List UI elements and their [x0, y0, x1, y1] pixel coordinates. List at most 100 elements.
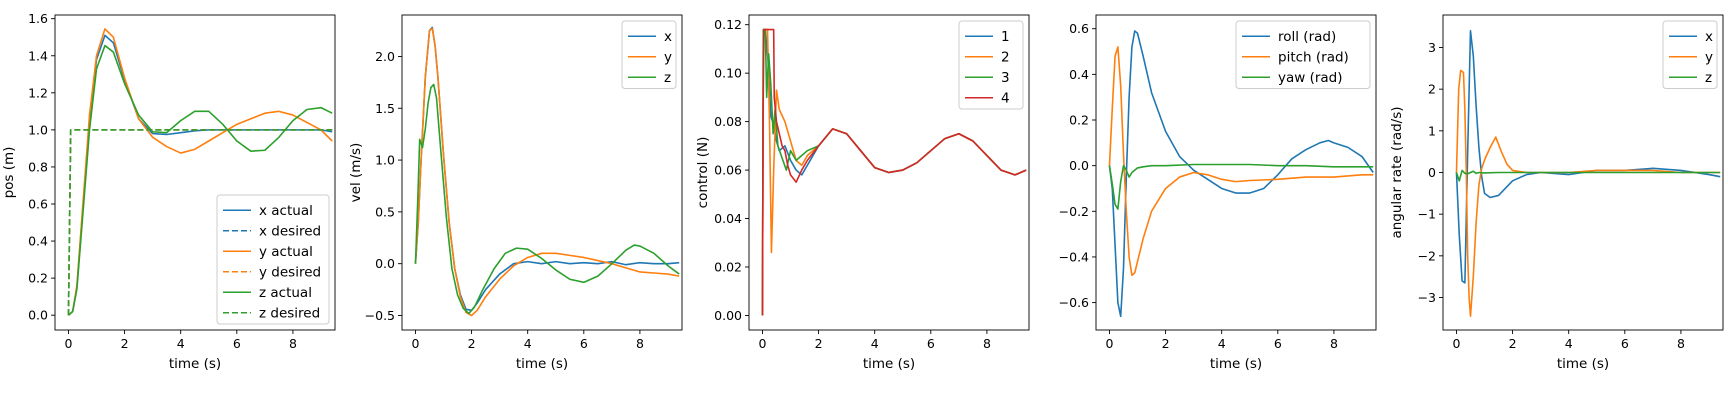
y-tick-label: 0.4	[28, 234, 48, 249]
series-lines	[414, 26, 680, 317]
x-tick-label: 6	[1274, 336, 1282, 351]
x-tick-label: 8	[289, 336, 297, 351]
x-tick-label: 2	[815, 336, 823, 351]
legend-entry: y	[1705, 49, 1713, 65]
series-line-y-actual	[67, 28, 333, 316]
series-lines	[761, 28, 1027, 316]
series-line-z-actual	[67, 44, 333, 316]
y-tick-label: 1.2	[28, 85, 48, 100]
series-line-z	[414, 83, 680, 315]
x-tick-label: 4	[524, 336, 532, 351]
x-axis-label: time (s)	[863, 356, 915, 372]
series-line-z-desired	[67, 129, 333, 316]
x-axis-label: time (s)	[169, 356, 221, 372]
x-tick-label: 4	[871, 336, 879, 351]
panel-position: time (s) pos (m) 0 2 4 6 8 0.0 0.2 0.4 0.6 0.8 1.0…	[1, 11, 336, 372]
y-tick-label: 0.0	[1069, 158, 1089, 173]
x-tick-label: 0	[1105, 336, 1113, 351]
y-tick-label: 0.6	[1069, 21, 1089, 36]
legend-entry: y desired	[259, 264, 321, 280]
y-tick-label: 0.5	[375, 204, 395, 219]
legend-box	[1662, 20, 1718, 89]
legend-box	[1235, 20, 1371, 89]
x-axis-label: time (s)	[516, 356, 568, 372]
plot-frame	[748, 14, 1030, 331]
legend-entry: x	[664, 29, 672, 45]
x-tick-label: 4	[177, 336, 185, 351]
y-tick-label: −1	[1418, 207, 1436, 222]
x-tick-label: 2	[1162, 336, 1170, 351]
y-tick-label: 0.04	[714, 211, 742, 226]
x-tick-label: 6	[233, 336, 241, 351]
y-tick-label: 0.0	[375, 256, 395, 271]
series-line-y	[1455, 69, 1721, 318]
y-tick-label: −0.2	[1059, 204, 1089, 219]
y-tick-label: 0.2	[28, 271, 48, 286]
series-lines	[1108, 30, 1374, 318]
x-axis-label: time (s)	[1557, 356, 1609, 372]
y-axis-label: angular rate (rad/s)	[1389, 106, 1405, 238]
x-tick-label: 0	[1452, 336, 1460, 351]
legend-entry: z	[664, 70, 671, 86]
y-tick-label: −0.5	[365, 308, 395, 323]
legend-entry: x	[1705, 29, 1713, 45]
legend: xyz	[621, 20, 677, 89]
x-tick-label: 8	[1330, 336, 1338, 351]
legend: 1 2 3 4	[958, 20, 1024, 110]
y-axis-label: control (N)	[695, 137, 711, 209]
x-tick-label: 2	[1509, 336, 1517, 351]
plot-frame	[401, 14, 683, 331]
legend: xyz	[1662, 20, 1718, 89]
y-tick-label: 0.2	[1069, 113, 1089, 128]
y-tick-label: 1.6	[28, 11, 48, 26]
series-lines	[1455, 30, 1721, 318]
y-axis-label: vel (m/s)	[348, 143, 364, 203]
y-tick-label: 1	[1428, 123, 1436, 138]
plot-frame	[1095, 14, 1377, 331]
legend-box	[621, 20, 677, 89]
legend-entry: x desired	[259, 223, 321, 239]
y-tick-label: 0.6	[28, 197, 48, 212]
y-tick-label: 0.8	[28, 159, 48, 174]
x-tick-label: 6	[927, 336, 935, 351]
legend-entry: 3	[1001, 70, 1010, 86]
y-tick-label: 0.08	[714, 114, 742, 129]
x-axis-label: time (s)	[1210, 356, 1262, 372]
legend-entry: y	[664, 49, 672, 65]
plot-frame	[54, 14, 336, 331]
y-tick-label: 3	[1428, 40, 1436, 55]
y-tick-label: 0	[1428, 165, 1436, 180]
legend-box	[958, 20, 1024, 110]
legend-entry: 2	[1001, 49, 1010, 65]
y-tick-label: −3	[1418, 290, 1436, 305]
x-tick-label: 4	[1565, 336, 1573, 351]
y-tick-label: 1.5	[375, 101, 395, 116]
legend-entry: z	[1705, 70, 1712, 86]
y-tick-label: 1.0	[375, 153, 395, 168]
y-tick-label: −0.4	[1059, 249, 1089, 264]
x-tick-label: 0	[758, 336, 766, 351]
x-tick-label: 2	[468, 336, 476, 351]
x-tick-label: 6	[1621, 336, 1629, 351]
y-tick-label: 0.0	[28, 308, 48, 323]
x-tick-label: 6	[580, 336, 588, 351]
x-tick-label: 8	[983, 336, 991, 351]
legend-entry: yaw (rad)	[1278, 70, 1343, 86]
panel-angular-rate: time (s) angular rate (rad/s) 0 2 4 6 8 −3 −2 −…	[1389, 14, 1724, 372]
y-tick-label: 2.0	[375, 49, 395, 64]
series-line-pitch-rad	[1108, 46, 1374, 277]
series-line-z	[1455, 169, 1721, 182]
y-tick-label: 2	[1428, 82, 1436, 97]
legend-entry: x actual	[259, 203, 313, 219]
y-tick-label: 0.00	[714, 308, 742, 323]
y-axis-label: pos (m)	[1, 147, 17, 199]
panel-attitude: time (s) 0 2 4 6 8 −0.6 −0.4 −0.2 0.0 0.2 0.4 0.6 ro…	[1059, 14, 1377, 372]
series-line-yaw-rad	[1108, 163, 1374, 210]
legend-entry: z actual	[259, 285, 312, 301]
legend-entry: pitch (rad)	[1278, 49, 1349, 65]
panel-control: time (s) control (N) 0 2 4 6 8 0.00 0.02 0.04 0.…	[695, 14, 1030, 372]
x-tick-label: 2	[121, 336, 129, 351]
legend: roll (rad) pitch (rad) yaw (rad)	[1235, 20, 1371, 89]
y-tick-label: 0.10	[714, 66, 742, 81]
